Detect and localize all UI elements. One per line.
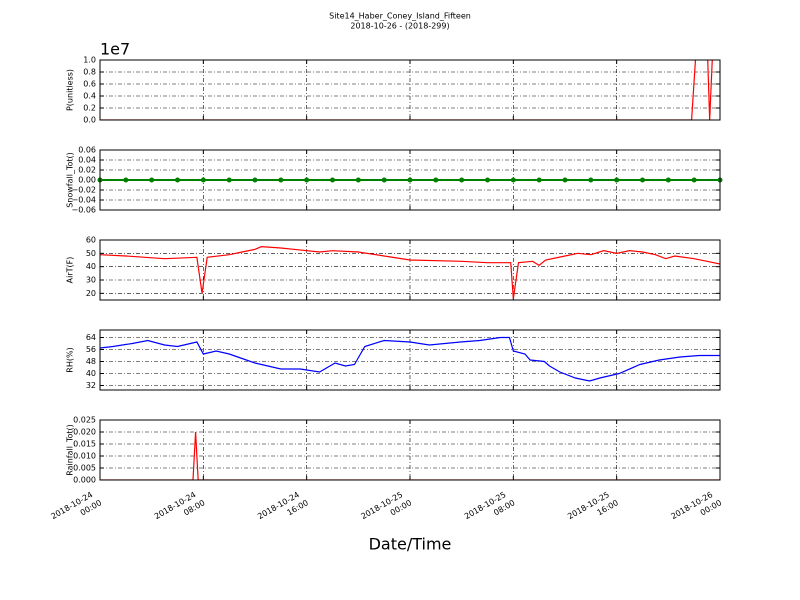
marker (588, 177, 594, 183)
marker (691, 177, 697, 183)
marker (252, 177, 258, 183)
marker (304, 177, 310, 183)
y-tick-label: 0.000 (73, 476, 96, 485)
y-tick-label: 0.00 (78, 176, 96, 185)
y-tick-label: 0.04 (78, 156, 96, 165)
y-axis-label: RH(%) (66, 347, 75, 372)
y-axis-label: P(unitless) (66, 69, 75, 111)
marker (640, 177, 645, 183)
y-tick-label: 0.020 (73, 428, 96, 437)
y-tick-label: 0.010 (73, 452, 96, 461)
y-tick-label: 40 (86, 262, 96, 271)
figure-subtitle: 2018-10-26 - (2018-299) (350, 22, 449, 31)
marker (510, 177, 516, 183)
marker (123, 177, 129, 183)
y-tick-label: 64 (86, 333, 96, 342)
marker (459, 177, 465, 183)
marker (278, 177, 284, 183)
marker (407, 177, 413, 183)
offset-label: 1e7 (100, 40, 130, 59)
y-tick-label: 50 (86, 249, 96, 258)
axes-frame (99, 419, 721, 481)
y-tick-label: 48 (86, 357, 96, 366)
marker (355, 177, 361, 183)
marker (536, 177, 542, 183)
y-tick-label: −0.02 (71, 186, 96, 195)
marker (614, 177, 620, 183)
y-tick-label: 56 (86, 345, 96, 354)
marker (381, 177, 387, 183)
marker (562, 177, 568, 183)
y-tick-label: 30 (86, 276, 96, 285)
y-tick-label: 0.025 (73, 416, 96, 425)
y-axis-label: Snowfall_Tot() (66, 152, 75, 208)
y-tick-label: 0.4 (83, 92, 96, 101)
y-tick-label: −0.04 (71, 196, 96, 205)
y-tick-label: 60 (86, 236, 96, 245)
y-tick-label: 0.02 (78, 166, 96, 175)
axes-frame (99, 59, 721, 121)
y-tick-label: −0.06 (71, 206, 96, 215)
y-tick-label: 0.005 (73, 464, 96, 473)
axes-frame (99, 329, 721, 391)
marker (149, 177, 155, 183)
marker (330, 177, 335, 183)
series-line (100, 246, 720, 299)
series-line (100, 336, 720, 382)
y-axis-label: AirT(F) (66, 257, 75, 284)
y-tick-label: 20 (86, 289, 96, 298)
y-tick-label: 32 (86, 381, 96, 390)
marker (175, 177, 180, 183)
y-tick-label: 0.015 (73, 440, 96, 449)
series-line (100, 431, 720, 480)
y-tick-label: 1.0 (83, 56, 96, 65)
marker (226, 177, 232, 183)
y-tick-label: 40 (86, 369, 96, 378)
y-tick-label: 0.06 (78, 146, 96, 155)
y-tick-label: 0.0 (83, 116, 96, 125)
axes-frame (99, 239, 721, 301)
marker (433, 177, 439, 183)
marker (485, 177, 490, 183)
y-tick-label: 0.2 (83, 104, 96, 113)
axes-frame (99, 149, 721, 211)
marker (200, 177, 206, 183)
x-axis-label: Date/Time (369, 535, 452, 554)
y-axis-label: Rainfall_Tot() (66, 424, 75, 476)
marker (665, 177, 671, 183)
y-tick-label: 0.8 (83, 68, 96, 77)
y-tick-label: 0.6 (83, 80, 96, 89)
figure-title: Site14_Haber_Coney_Island_Fifteen (329, 12, 471, 21)
